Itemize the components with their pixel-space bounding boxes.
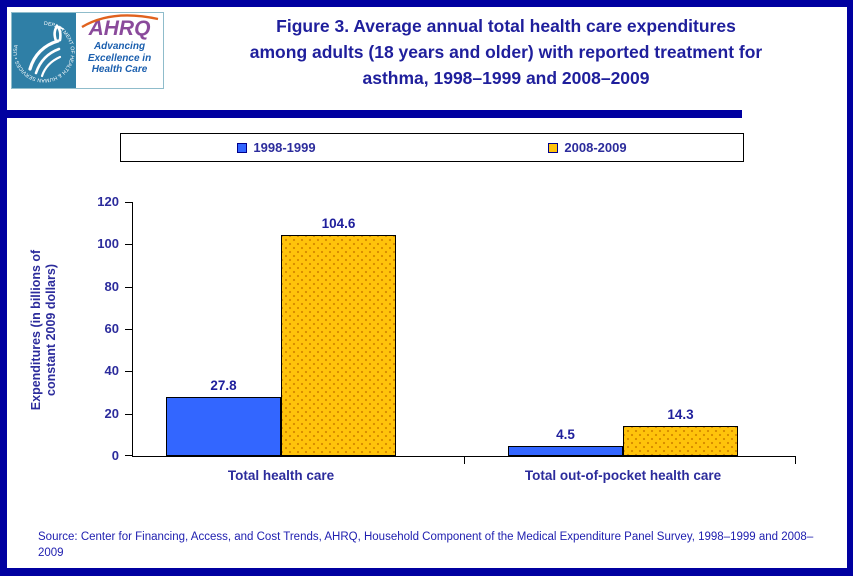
y-axis-tick [125, 329, 133, 330]
bar-1998-1999-total [166, 397, 281, 456]
y-axis-tick [125, 202, 133, 203]
legend-label: 1998-1999 [253, 140, 316, 155]
header-divider [0, 110, 742, 118]
category-label: Total health care [227, 468, 335, 483]
source-note: Source: Center for Financing, Access, an… [38, 531, 814, 559]
tagline-line: Health Care [91, 64, 148, 75]
tagline-line: Excellence in [87, 52, 152, 64]
bar-value-label: 14.3 [667, 407, 694, 422]
y-axis-tick-label: 80 [104, 278, 119, 294]
legend-item-2008-2009: 2008-2009 [432, 140, 743, 155]
bar-value-label: 4.5 [556, 427, 575, 442]
y-axis-tick-label: 100 [97, 236, 119, 252]
y-axis-tick-label: 20 [104, 405, 119, 421]
bar-2008-2009-total [281, 235, 396, 456]
ahrq-acronym: AHRQ [88, 17, 151, 40]
tagline-line: Advancing [93, 41, 146, 52]
x-axis-tick [795, 456, 796, 464]
bar-value-label: 104.6 [321, 216, 356, 231]
y-axis-tick-label: 40 [104, 363, 119, 379]
plot-area: 0 20 40 60 80 100 120 27.8 104.6 Total health car… [97, 194, 796, 483]
y-axis-title: Expenditures (in billions of constant 20… [29, 249, 58, 411]
category-label: Total out-of-pocket health care [524, 468, 722, 483]
y-axis-tick-label: 60 [104, 321, 119, 336]
figure-title: Figure 3. Average annual total health ca… [170, 13, 842, 91]
legend-label: 2008-2009 [564, 140, 627, 155]
figure-title-line: Figure 3. Average annual total health ca… [276, 16, 736, 36]
y-axis-tick [125, 455, 133, 456]
legend-swatch-blue [237, 142, 248, 153]
y-axis-tick [125, 413, 133, 415]
x-axis-tick [463, 456, 465, 464]
y-axis-title-wrap: Expenditures (in billions of constant 20… [22, 203, 66, 457]
figure-title-line: asthma, 1998–1999 and 2008–2009 [362, 68, 650, 88]
ahrq-swoosh-icon [80, 14, 160, 33]
y-axis-tick [125, 244, 133, 246]
y-axis-tick [125, 371, 133, 373]
hhs-eagle-icon: DEPARTMENT OF HEALTH & HUMAN SERVICES • … [13, 21, 75, 83]
bar-value-label: 27.8 [210, 378, 237, 393]
y-axis-tick [125, 286, 133, 288]
ahrq-hhs-logo: DEPARTMENT OF HEALTH & HUMAN SERVICES • … [11, 12, 164, 89]
figure-title-line: among adults (18 years and older) with r… [249, 42, 763, 62]
legend-swatch-yellow [548, 142, 559, 153]
y-axis-tick-label: 0 [111, 448, 119, 463]
bar-1998-1999-out-of-pocket [508, 446, 623, 456]
chart-legend: 1998-1999 2008-2009 [120, 133, 744, 162]
hhs-seal: DEPARTMENT OF HEALTH & HUMAN SERVICES • … [12, 13, 76, 88]
ahrq-tagline: Advancing Excellence in Health Care [76, 41, 163, 76]
legend-item-1998-1999: 1998-1999 [121, 140, 432, 155]
y-axis-tick-label: 120 [97, 194, 119, 209]
ahrq-wordmark-panel: AHRQ Advancing Excellence in Health Care [76, 13, 163, 88]
bar-2008-2009-out-of-pocket [623, 426, 738, 456]
